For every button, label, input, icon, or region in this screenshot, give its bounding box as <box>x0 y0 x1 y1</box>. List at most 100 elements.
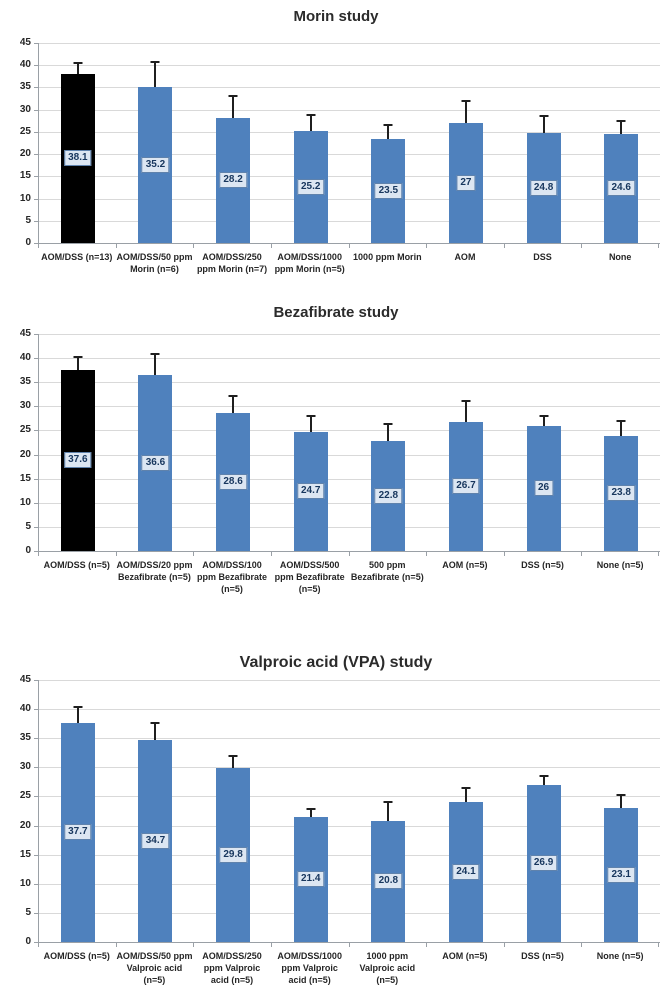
error-bar-cap <box>150 353 160 355</box>
bars-layer: 37.7 34.7 29.8 21.4 20.8 24.1 26.9 23.1 <box>39 680 660 942</box>
category-label: 1000 ppm Morin <box>349 251 427 263</box>
value-label: 23.8 <box>607 485 635 501</box>
category-label: AOM/DSS/50 ppm Morin (n=6) <box>116 251 194 275</box>
category-labels: AOM/DSS (n=13) AOM/DSS/50 ppm Morin (n=6)… <box>38 251 659 275</box>
bar-column: 24.1 <box>427 680 505 942</box>
error-bar-cap <box>461 787 471 789</box>
y-axis-tick <box>34 551 39 552</box>
error-bar-cap <box>539 115 549 117</box>
gridline <box>39 87 660 88</box>
category-label: AOM/DSS/250 ppm Morin (n=7) <box>193 251 271 275</box>
x-ticks <box>38 943 659 948</box>
x-axis-tick <box>193 552 194 556</box>
y-axis-tick-label: 35 <box>19 81 31 92</box>
category-label-text: AOM/DSS/1000 ppm Morin (n=5) <box>274 252 345 274</box>
chart-title: Valproic acid (VPA) study <box>239 654 433 671</box>
error-bar-line <box>76 64 79 74</box>
category-label-text: 500 ppm Bezafibrate (n=5) <box>350 560 424 582</box>
gridline <box>39 796 660 797</box>
category-label-text: AOM (n=5) <box>442 951 488 961</box>
error-bar-cap <box>150 61 160 63</box>
y-axis-tick <box>34 221 39 222</box>
y-axis-tick-label: 45 <box>19 674 31 685</box>
bars-layer: 38.1 35.2 28.2 25.2 23.5 27 24.8 24.6 <box>39 43 660 243</box>
x-axis-tick <box>426 552 427 556</box>
x-axis-tick <box>504 943 505 947</box>
gridline <box>39 65 660 66</box>
error-bar-cap <box>616 420 626 422</box>
bar-column: 26 <box>505 334 583 551</box>
error-bar-cap <box>306 808 316 810</box>
gridline <box>39 455 660 456</box>
bar-column: 26.7 <box>427 334 505 551</box>
category-label-text: AOM (n=5) <box>442 560 488 570</box>
error-bar-cap <box>73 62 83 64</box>
error-bar-cap <box>306 415 316 417</box>
error-bar-cap <box>616 794 626 796</box>
y-axis-tick <box>34 709 39 710</box>
bar-column: 25.2 <box>272 43 350 243</box>
value-label: 35.2 <box>141 157 170 173</box>
y-axis-tick <box>34 479 39 480</box>
error-bar-line <box>76 708 79 723</box>
gridline <box>39 479 660 480</box>
gridline <box>39 826 660 827</box>
value-label: 27 <box>456 175 476 191</box>
value-label: 23.5 <box>374 183 403 199</box>
category-label-text: AOM/DSS/500 ppm Bezafibrate (n=5) <box>274 560 345 594</box>
error-bar-line <box>154 724 157 740</box>
x-axis-tick <box>271 244 272 248</box>
y-axis-tick <box>34 199 39 200</box>
error-bar-line <box>464 102 467 123</box>
y-axis-tick-label: 40 <box>19 703 31 714</box>
bar-column: 23.5 <box>350 43 428 243</box>
y-axis-tick <box>34 43 39 44</box>
gridline <box>39 503 660 504</box>
x-axis-tick <box>271 552 272 556</box>
error-bar-line <box>542 117 545 133</box>
y-axis-tick <box>34 503 39 504</box>
gridline <box>39 767 660 768</box>
x-axis-tick <box>426 244 427 248</box>
gridline <box>39 221 660 222</box>
category-label-text: AOM/DSS/250 ppm Morin (n=7) <box>196 252 268 274</box>
value-label: 24.7 <box>296 483 325 499</box>
x-axis-tick <box>193 244 194 248</box>
bar-column: 26.9 <box>505 680 583 942</box>
gridline <box>39 738 660 739</box>
value-label: 36.6 <box>141 455 170 471</box>
bar-column: 21.4 <box>272 680 350 942</box>
error-bar-cap <box>616 120 626 122</box>
bars-layer: 37.6 36.6 28.6 24.7 22.8 26.7 26 23.8 <box>39 334 660 551</box>
y-axis-tick-label: 10 <box>19 497 31 508</box>
bar-column: 38.1 <box>39 43 117 243</box>
bar-column: 24.7 <box>272 334 350 551</box>
error-bar-cap <box>539 775 549 777</box>
value-label: 26.7 <box>452 478 480 494</box>
gridline <box>39 913 660 914</box>
category-label-text: AOM/DSS/250 ppm Valproic acid (n=5) <box>202 951 262 985</box>
chart-bezafibrate-study: Bezafibrate study 0 5 10 15 20 25 30 35 40 45 37.6… <box>0 297 672 595</box>
category-label: AOM/DSS/100 ppm Bezafibrate (n=5) <box>193 559 271 595</box>
y-axis-tick <box>34 87 39 88</box>
value-label: 29.8 <box>219 847 247 863</box>
category-label-text: AOM/DSS/50 ppm Morin (n=6) <box>116 252 193 274</box>
y-axis-tick-label: 20 <box>19 449 31 460</box>
gridline <box>39 855 660 856</box>
category-label: AOM/DSS/1000 ppm Morin (n=5) <box>271 251 349 275</box>
category-label-text: AOM/DSS (n=5) <box>43 560 110 570</box>
x-axis-tick <box>38 943 39 947</box>
category-label-text: 1000 ppm Valproic acid (n=5) <box>359 951 416 985</box>
y-axis-tick-label: 25 <box>19 424 31 435</box>
gridline <box>39 680 660 681</box>
value-label: 24.1 <box>452 864 480 880</box>
y-axis-tick <box>34 738 39 739</box>
x-ticks <box>38 552 659 557</box>
category-label: None (n=5) <box>581 559 659 571</box>
y-axis-tick-label: 30 <box>19 761 31 772</box>
error-bar-line <box>464 402 467 422</box>
error-bar-line <box>620 422 623 436</box>
chart-title: Morin study <box>293 8 379 25</box>
category-label-text: None (n=5) <box>596 951 644 961</box>
